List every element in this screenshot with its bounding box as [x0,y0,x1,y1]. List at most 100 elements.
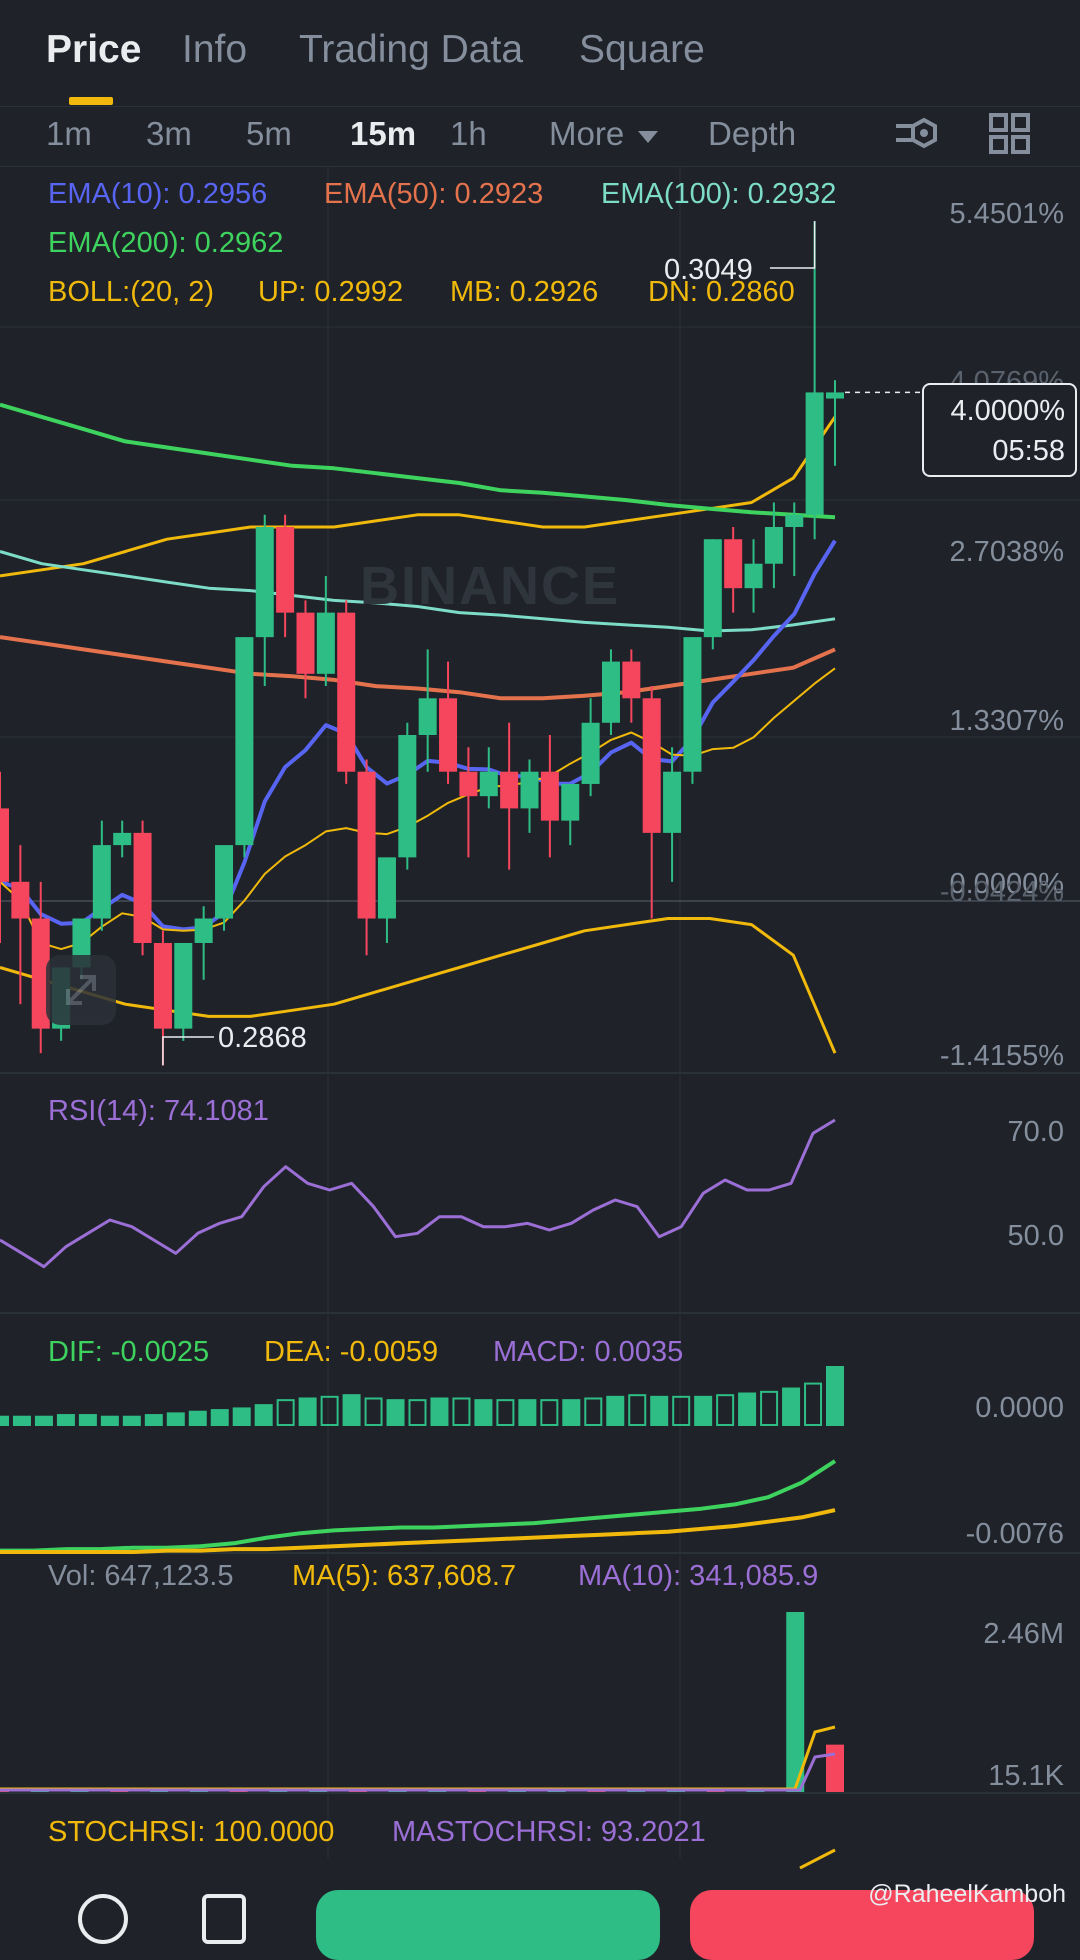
candle-body [194,918,213,943]
chat-icon[interactable] [78,1894,128,1944]
ema50-label: EMA(50): 0.2923 [324,178,544,210]
buy-button[interactable] [316,1890,660,1960]
tab-square[interactable]: Square [579,28,705,71]
volume-ma5-line [0,1725,836,1791]
candle-body [11,881,30,919]
interval-more[interactable]: More [549,106,659,162]
macd-histogram-bar [606,1395,625,1427]
interval-1h[interactable]: 1h [450,115,487,152]
current-price-tag: 4.0000% 05:58 [922,383,1077,477]
macd-axis-label: 0.0000 [975,1392,1064,1424]
candle-body [540,771,559,821]
tab-trading-data[interactable]: Trading Data [299,28,524,71]
dif-label: DIF: -0.0025 [48,1336,210,1368]
volume-bar [826,1744,844,1792]
current-price-percent: 4.0000% [950,395,1066,427]
candle-body [296,612,315,674]
interval-1m[interactable]: 1m [46,115,92,152]
candle-body [235,637,254,846]
candle-body [805,392,824,515]
candle-body [31,918,50,1029]
macd-histogram-bar [56,1414,75,1426]
vol-ma5-label: MA(5): 637,608.7 [292,1560,517,1592]
macd-label: MACD: 0.0035 [493,1336,684,1368]
stochrsi-line [799,1848,836,1870]
rsi-axis-label: 70.0 [1007,1116,1064,1148]
macd-histogram-bar [342,1394,361,1426]
grid-layout-icon[interactable] [988,112,1032,156]
macd-histogram-bar [78,1414,97,1426]
macd-histogram-bar [298,1397,317,1427]
tab-price[interactable]: Price [46,28,142,71]
ema200-line [0,402,836,520]
high-marker-line [770,221,816,269]
candle-body [561,783,580,821]
indicator-settings-icon[interactable] [894,112,940,156]
orders-icon[interactable] [202,1894,246,1944]
boll-label: BOLL:(20, 2) [48,276,215,308]
candle-body [357,771,376,919]
candle-body [276,527,295,613]
macd-histogram-bar [210,1409,229,1426]
candle-body [724,539,743,589]
macd-histogram-bar [166,1412,185,1427]
binance-watermark: BINANCE [360,556,621,616]
candle-body [479,771,498,797]
ema200-label: EMA(200): 0.2962 [48,227,284,259]
candle-body [418,698,437,735]
macd-histogram-bar [232,1407,251,1427]
candle-body [601,661,620,723]
dif-line [0,1459,837,1553]
candle-body [785,514,804,528]
macd-histogram-bar [0,1415,9,1426]
tab-info[interactable]: Info [182,28,248,71]
macd-histogram-bar [12,1415,31,1426]
price-axis-label: 5.4501% [949,198,1065,230]
expand-icon [66,975,96,1005]
candle-body [337,612,356,772]
chevron-down-icon [638,131,659,143]
macd-histogram-bar [540,1399,559,1426]
candle-body [0,808,9,882]
macd-histogram-bar [716,1394,735,1426]
macd-histogram-bar [34,1415,53,1426]
boll-mb-label: MB: 0.2926 [450,276,599,308]
boll-up-label: UP: 0.2992 [258,276,404,308]
interval-15m[interactable]: 15m [350,115,417,152]
candle-body [398,734,417,858]
stochrsi-label: STOCHRSI: 100.0000 [48,1816,335,1848]
top-tabs: Price Info Trading Data Square [0,0,1080,107]
ema100-label: EMA(100): 0.2932 [601,178,837,210]
candle-body [764,527,783,564]
volume-ma10-line [0,1752,836,1792]
macd-histogram-bar [694,1395,713,1427]
rsi-line [0,1118,836,1269]
candle-body [703,539,722,638]
macd-histogram-bar [408,1399,427,1426]
candle-body [92,845,111,919]
candle-body [377,857,396,919]
macd-histogram-bar [672,1395,691,1427]
candle-body [663,771,682,833]
vol-label: Vol: 647,123.5 [48,1560,234,1592]
macd-histogram-bar [188,1410,207,1426]
boll-lower-band [0,917,837,1054]
price-axis-label: 0.0000% [949,868,1065,900]
vol-ma10-label: MA(10): 341,085.9 [578,1560,819,1592]
interval-3m[interactable]: 3m [146,115,192,152]
dea-label: DEA: -0.0059 [264,1336,439,1368]
interval-depth[interactable]: Depth [708,115,797,152]
interval-5m[interactable]: 5m [246,115,292,152]
macd-histogram-bar [738,1392,757,1426]
volume-bar [786,1612,805,1792]
expand-chart-button[interactable] [46,955,116,1025]
candle-body [622,661,641,699]
low-price-label: 0.2868 [218,1022,307,1054]
macd-histogram-bar [562,1399,581,1426]
macd-histogram-bar [254,1404,273,1426]
candle-body [826,392,844,399]
macd-histogram-bar [782,1387,801,1426]
ema50-line [0,635,836,701]
macd-axis-label: -0.0076 [965,1518,1064,1550]
